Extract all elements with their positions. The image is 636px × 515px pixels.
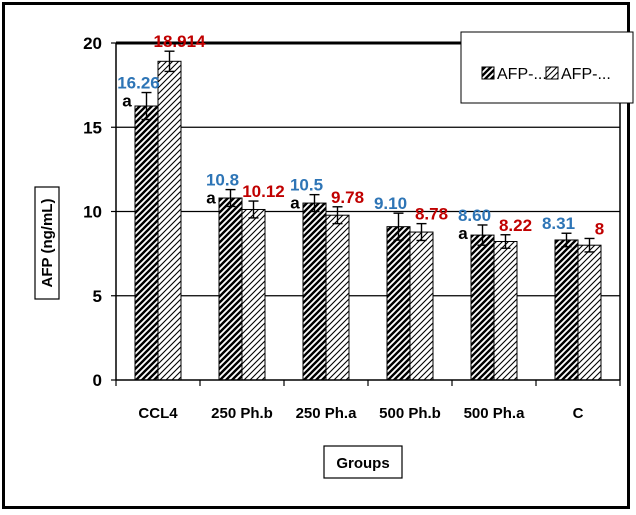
significance-letter: a	[122, 92, 132, 111]
x-axis-title-text: Groups	[336, 455, 389, 472]
significance-letter: a	[206, 189, 216, 208]
bars	[134, 60, 602, 381]
y-axis-title: AFP (ng/mL)	[34, 186, 60, 300]
bar-series-1	[470, 234, 495, 381]
x-tick-label: 250 Ph.b	[211, 405, 273, 422]
data-label-series-1: 16.26	[117, 74, 160, 93]
y-tick-label: 0	[93, 371, 102, 390]
bar-series-1	[554, 239, 579, 381]
x-tick-label: 500 Ph.a	[464, 405, 526, 422]
legend-label-series-1: AFP-...	[497, 66, 547, 83]
y-tick-label: 20	[83, 34, 102, 53]
data-label-series-2: 8.78	[415, 205, 448, 224]
data-label-series-1: 10.8	[206, 171, 239, 190]
x-tick-label: 500 Ph.b	[379, 405, 441, 422]
significance-letters: a a a a	[122, 92, 468, 243]
significance-letter: a	[290, 194, 300, 213]
data-label-series-2: 10.12	[242, 182, 285, 201]
y-ticks: 0 5 10 15 20	[83, 34, 116, 390]
legend-swatch-series-2	[545, 66, 559, 80]
bar-series-1	[302, 202, 327, 381]
legend: AFP-... AFP-...	[460, 31, 634, 104]
x-tick-label: CCL4	[138, 405, 178, 422]
y-tick-label: 5	[93, 287, 102, 306]
data-label-series-2: 18.914	[154, 32, 207, 51]
y-tick-label: 15	[83, 118, 102, 137]
x-ticks: CCL4 250 Ph.b 250 Ph.a 500 Ph.b 500 Ph.a C	[115, 380, 621, 422]
data-label-series-2: 8	[595, 219, 604, 238]
bar-series-2	[325, 214, 350, 381]
y-axis-title-text: AFP (ng/mL)	[39, 199, 56, 288]
legend-label-series-2: AFP-...	[561, 66, 611, 83]
error-bars	[141, 50, 595, 253]
significance-letter: a	[458, 224, 468, 243]
x-axis-title: Groups	[323, 445, 403, 479]
x-axis-title-box	[323, 445, 403, 479]
data-label-series-1: 8.60	[458, 206, 491, 225]
bar-series-1	[134, 105, 159, 381]
y-axis-title-box	[34, 186, 60, 300]
y-tick-label: 10	[83, 203, 102, 222]
gridlines	[116, 126, 620, 297]
bar-series-2	[157, 60, 182, 381]
bar-series-2	[577, 244, 602, 381]
x-tick-label: 250 Ph.a	[296, 405, 358, 422]
bar-series-2	[493, 240, 518, 381]
data-label-series-1: 9.10	[374, 194, 407, 213]
bar-series-2	[409, 231, 434, 381]
data-label-series-1: 10.5	[290, 176, 323, 195]
bar-series-2	[241, 208, 266, 381]
x-tick-label: C	[573, 405, 584, 422]
data-label-series-2: 8.22	[499, 216, 532, 235]
bar-series-1	[386, 226, 411, 381]
bar-series-1	[218, 197, 243, 381]
data-label-series-1: 8.31	[542, 214, 575, 233]
legend-swatch-series-1	[481, 66, 495, 80]
data-label-series-2: 9.78	[331, 188, 364, 207]
data-labels: 16.26 18.914 10.810.12 10.5 9.78 9.10 8.78 8.60…	[117, 32, 604, 238]
